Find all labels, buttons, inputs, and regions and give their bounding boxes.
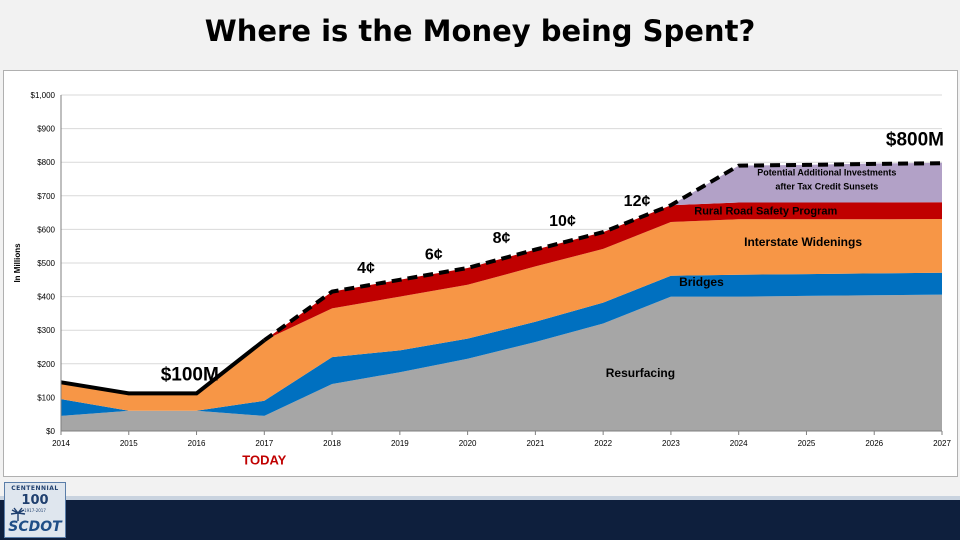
annotations: $100M $800M 4¢ 6¢ 8¢ 10¢ 12¢ TODAY	[161, 129, 944, 467]
logo-100-text: 100	[21, 493, 49, 508]
y-tick-label: $0	[46, 427, 55, 436]
stacked-area-chart: $0 $100 $200 $300 $400 $500 $600 $700 $800 $900 $1…	[13, 91, 951, 468]
annotation-label: TODAY	[242, 453, 286, 468]
annotation-label: 6¢	[425, 247, 443, 264]
x-tick-label: 2026	[865, 439, 883, 448]
y-tick-label: $800	[37, 158, 55, 167]
y-tick-label: $700	[37, 192, 55, 201]
logo-years-text: 1917-2017	[24, 508, 46, 513]
series-labels: Resurfacing Bridges Interstate Widenings Ru…	[606, 168, 897, 381]
y-tick-label: $400	[37, 293, 55, 302]
axes: $0 $100 $200 $300 $400 $500 $600 $700 $800 $900 $1…	[13, 91, 951, 448]
series-label: Bridges	[679, 275, 724, 289]
area-series	[61, 162, 942, 431]
area-bridges	[61, 272, 942, 416]
y-tick-label: $200	[37, 360, 55, 369]
footer-bar	[0, 496, 960, 540]
logo-agency-text: SCDOT	[8, 519, 62, 535]
series-label: Interstate Widenings	[744, 235, 862, 249]
x-tick-label: 2017	[255, 439, 273, 448]
annotation-label: $800M	[886, 129, 944, 150]
series-label: after Tax Credit Sunsets	[775, 182, 878, 192]
annotation-label: 8¢	[493, 230, 511, 247]
series-label: Potential Additional Investments	[757, 168, 896, 178]
x-tick-label: 2024	[730, 439, 748, 448]
x-tick-label: 2015	[120, 439, 138, 448]
y-tick-label: $500	[37, 259, 55, 268]
x-tick-label: 2023	[662, 439, 680, 448]
slide-title: Where is the Money being Spent?	[204, 14, 756, 48]
chart-frame: $0 $100 $200 $300 $400 $500 $600 $700 $800 $900 $1…	[3, 70, 958, 477]
y-tick-label: $900	[37, 125, 55, 134]
x-tick-label: 2014	[52, 439, 70, 448]
x-tick-label: 2025	[798, 439, 816, 448]
x-tick-label: 2016	[188, 439, 206, 448]
x-tick-label: 2020	[459, 439, 477, 448]
y-axis-title: In Millions	[13, 243, 22, 283]
y-tick-label: $100	[37, 393, 55, 402]
annotation-label: 10¢	[549, 213, 576, 230]
total-line-solid	[60, 338, 266, 396]
palmetto-tree-icon	[10, 507, 26, 521]
annotation-label: 12¢	[624, 193, 651, 210]
annotation-label: $100M	[161, 365, 219, 386]
area-potential-additional-investments-after-tax-credit-sunsets	[61, 162, 942, 394]
x-tick-label: 2022	[594, 439, 612, 448]
area-interstate-widenings	[61, 219, 942, 411]
area-resurfacing	[61, 294, 942, 431]
y-tick-label: $600	[37, 225, 55, 234]
centennial-logo: CENTENNIAL 100 1917-2017 SCDOT	[4, 482, 66, 538]
x-tick-label: 2027	[933, 439, 951, 448]
x-tick-label: 2018	[323, 439, 341, 448]
total-line	[60, 161, 943, 396]
total-line-dashed	[263, 161, 943, 342]
logo-centennial-text: CENTENNIAL	[11, 485, 59, 492]
y-tick-label: $1,000	[31, 91, 56, 100]
x-tick-label: 2019	[391, 439, 409, 448]
series-label: Rural Road Safety Program	[694, 205, 837, 217]
x-tick-label: 2021	[526, 439, 544, 448]
series-label: Resurfacing	[606, 366, 675, 380]
y-tick-label: $300	[37, 326, 55, 335]
annotation-label: 4¢	[357, 260, 375, 277]
